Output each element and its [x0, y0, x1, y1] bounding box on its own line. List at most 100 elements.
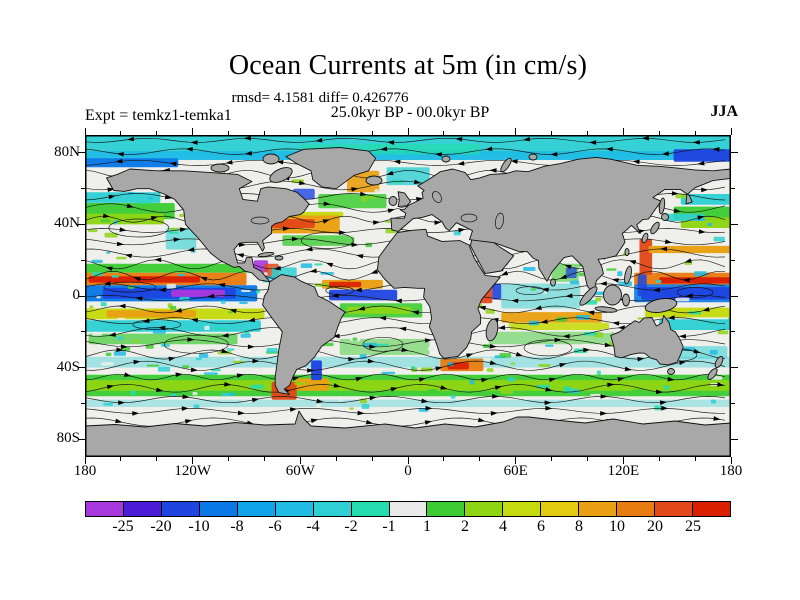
- flow-arrowhead: [394, 298, 402, 304]
- lon-tick-label: 180: [719, 463, 743, 479]
- flow-arrowhead: [457, 161, 465, 166]
- axis-tick: [78, 438, 85, 440]
- colorbar-cell: [351, 502, 390, 516]
- speckle: [410, 366, 415, 370]
- flow-arrowhead: [116, 347, 124, 353]
- flow-arrowhead: [185, 146, 193, 152]
- world-map-panel: [85, 135, 731, 457]
- land-taiwan: [624, 248, 630, 256]
- axis-tick: [731, 438, 738, 440]
- flow-arrowhead: [187, 247, 195, 252]
- speckle: [221, 393, 231, 397]
- flow-arrowhead: [323, 201, 331, 206]
- flow-arrowhead: [105, 266, 113, 272]
- flow-arrowhead: [182, 394, 190, 399]
- axis-tick: [731, 152, 738, 154]
- gyre-streamline: [515, 286, 545, 295]
- speckle: [166, 283, 176, 289]
- colorbar-cell: [313, 502, 352, 516]
- flow-arrowhead: [684, 258, 692, 263]
- flow-arrowhead: [701, 187, 709, 193]
- flow-arrowhead: [393, 159, 401, 165]
- axis-tick: [407, 128, 409, 135]
- flow-arrowhead: [142, 318, 150, 323]
- flow-arrowhead: [510, 159, 518, 164]
- land-australia: [610, 314, 684, 366]
- speckle: [713, 236, 725, 242]
- flow-arrowhead: [379, 315, 387, 321]
- speckle: [192, 392, 198, 396]
- flow-arrowhead: [500, 270, 509, 276]
- flow-arrowhead: [587, 310, 595, 316]
- axis-tick: [84, 457, 86, 464]
- speckle: [656, 279, 662, 284]
- flow-arrowhead: [534, 305, 542, 310]
- colorbar-tick-label: -10: [188, 518, 210, 535]
- axis-tick: [551, 131, 553, 135]
- land-cuba: [257, 251, 275, 258]
- speckle: [115, 240, 122, 244]
- speckle: [148, 197, 154, 200]
- speckle: [576, 315, 590, 320]
- axis-tick: [731, 295, 738, 297]
- speckle: [469, 379, 475, 385]
- flow-arrowhead: [190, 140, 198, 145]
- flow-arrowhead: [548, 377, 557, 383]
- feature-pac-seq-cyan-band: [85, 320, 261, 332]
- flow-arrowhead: [421, 398, 429, 404]
- flow-arrowhead: [102, 213, 111, 219]
- flow-arrowhead: [604, 342, 612, 348]
- page-title: Ocean Currents at 5m (in cm/s): [228, 50, 588, 81]
- speckle: [240, 333, 251, 338]
- flow-arrowhead: [637, 356, 645, 362]
- flow-arrowhead: [310, 418, 319, 424]
- flow-arrowhead: [599, 281, 607, 286]
- flow-arrowhead: [671, 191, 679, 196]
- speckle: [364, 217, 370, 222]
- great-lakes-outline: [250, 216, 270, 225]
- speckle: [199, 353, 209, 358]
- speckle: [314, 263, 323, 266]
- colorbar-tick-label: 1: [423, 518, 431, 535]
- axis-tick: [479, 457, 481, 461]
- land-hispaniola: [274, 255, 284, 261]
- speckle: [538, 364, 551, 367]
- axis-tick: [78, 295, 85, 297]
- speckle: [675, 297, 690, 302]
- speckle: [160, 343, 170, 347]
- flow-arrowhead: [565, 293, 573, 298]
- colorbar-tick-label: -4: [306, 518, 320, 535]
- speckle: [632, 389, 645, 393]
- speckle: [595, 297, 602, 302]
- colorbar: [85, 501, 731, 517]
- colorbar-cell: [503, 502, 542, 516]
- land-africa: [376, 228, 501, 359]
- lat-tick-label: 0: [72, 287, 81, 303]
- axis-tick: [81, 331, 85, 333]
- speckle: [195, 357, 202, 361]
- flow-arrowhead: [498, 325, 506, 330]
- flow-arrowhead: [175, 372, 183, 378]
- flow-arrowhead: [173, 237, 181, 242]
- flow-arrowhead: [559, 362, 567, 368]
- flow-arrowhead: [380, 146, 388, 152]
- speckle: [220, 300, 226, 304]
- flow-arrowhead: [221, 333, 229, 338]
- land-baffin-island: [269, 167, 293, 183]
- flow-arrowhead: [435, 366, 443, 371]
- colorbar-tick-label: -1: [382, 518, 396, 535]
- flow-arrowhead: [126, 203, 134, 208]
- flow-arrowhead: [425, 405, 433, 411]
- flow-arrowhead: [494, 385, 503, 391]
- flow-arrowhead: [698, 229, 706, 234]
- speckle: [181, 365, 190, 369]
- speckle: [136, 201, 151, 204]
- speckle: [376, 343, 389, 346]
- axis-tick: [120, 457, 122, 461]
- flow-arrowhead: [291, 236, 299, 242]
- speckle: [172, 387, 184, 391]
- flow-arrowhead: [357, 305, 366, 311]
- gyre-streamline: [132, 319, 182, 330]
- speckle: [483, 357, 492, 361]
- flow-arrowhead: [661, 405, 669, 411]
